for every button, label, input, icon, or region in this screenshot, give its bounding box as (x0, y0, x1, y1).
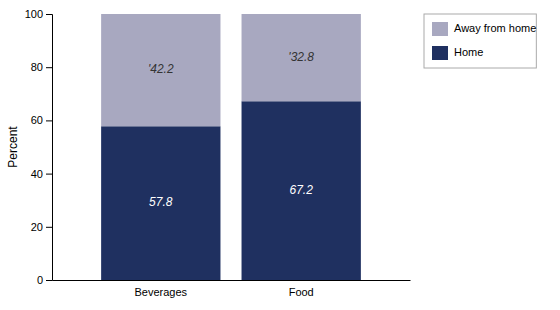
bars (101, 14, 361, 280)
data-label: 57.8 (149, 195, 173, 209)
axis-line (46, 15, 53, 281)
x-axis: Beverages Food (53, 281, 411, 298)
tick-mark (46, 120, 52, 121)
tick: 40 (31, 168, 52, 180)
tick-mark (46, 174, 52, 175)
legend-frame (424, 14, 536, 68)
legend: Away from home Home (424, 14, 536, 68)
plot-area: 57.8 67.2 '42.2 '32.8 0 20 40 60 80 100 Beverages F… (25, 8, 411, 298)
tick-mark (46, 280, 52, 281)
tick-mark (46, 67, 52, 68)
y-axis-title: Percent (6, 126, 20, 168)
legend-label: Away from home (454, 22, 536, 34)
tick-label: 40 (31, 168, 43, 180)
legend-item: Home (432, 46, 483, 60)
tick-mark (46, 227, 52, 228)
legend-item: Away from home (432, 22, 536, 36)
legend-swatch (432, 22, 448, 36)
tick: 100 (25, 8, 52, 20)
tick-label: 80 (31, 61, 43, 73)
chart-svg: 57.8 67.2 '42.2 '32.8 0 20 40 60 80 100 Beverages F… (0, 0, 560, 310)
tick: Food (289, 286, 314, 298)
data-label: '32.8 (288, 50, 314, 64)
tick: Beverages (135, 286, 188, 298)
tick-label: 100 (25, 8, 43, 20)
tick-mark (46, 14, 52, 15)
tick-label: Food (289, 286, 314, 298)
bar (242, 14, 361, 101)
tick-label: Beverages (135, 286, 188, 298)
bar (101, 14, 220, 126)
data-labels: 57.8 67.2 '42.2 '32.8 (148, 50, 314, 210)
tick-label: 0 (37, 274, 43, 286)
chart-container: 57.8 67.2 '42.2 '32.8 0 20 40 60 80 100 Beverages F… (0, 0, 560, 310)
bar (101, 126, 220, 280)
bar-series (101, 101, 361, 280)
bar-series (101, 14, 361, 126)
tick-label: 20 (31, 221, 43, 233)
tick: 0 (37, 274, 52, 286)
data-label: 67.2 (290, 183, 314, 197)
bar (242, 101, 361, 280)
tick-label: 60 (31, 114, 43, 126)
data-label: '42.2 (148, 62, 174, 76)
tick: 20 (31, 221, 52, 233)
legend-label: Home (454, 46, 483, 58)
axis-line (53, 280, 411, 281)
y-axis: 0 20 40 60 80 100 (25, 8, 53, 286)
tick: 60 (31, 114, 52, 126)
legend-swatch (432, 46, 448, 60)
tick: 80 (31, 61, 52, 73)
